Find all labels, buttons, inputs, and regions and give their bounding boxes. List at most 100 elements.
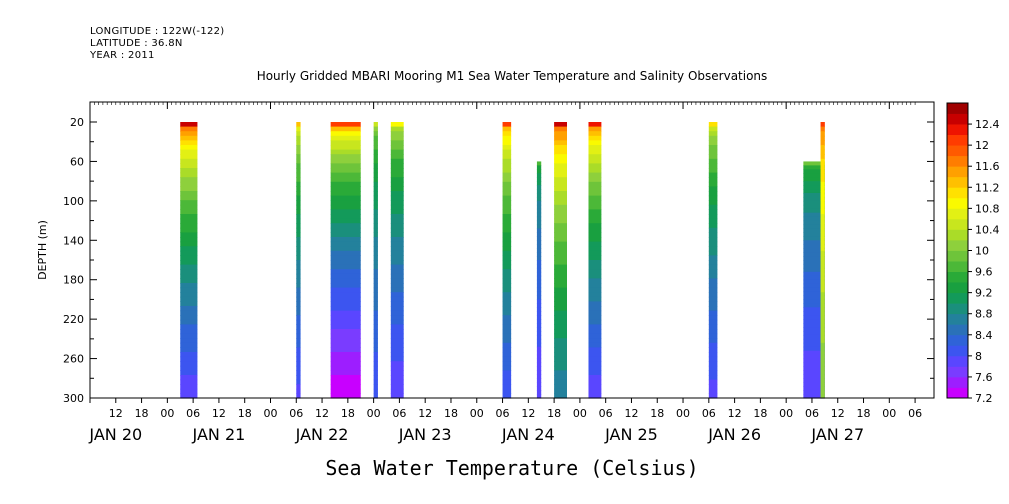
column-band [554,306,567,312]
column-band [536,216,542,222]
column-band [373,329,378,335]
x-hour-label: 18 [444,407,458,420]
column-band [296,122,301,128]
column-band [373,379,378,385]
column-band [180,195,198,201]
column-band [502,310,512,316]
column-band [502,186,512,192]
column-band [708,168,718,174]
column-band [180,209,198,215]
column-band [180,172,198,178]
column-band [554,361,567,367]
column-band [820,278,825,284]
column-band [296,361,301,367]
column-band [373,356,378,362]
column-band [536,244,542,249]
column-band [180,310,198,316]
colorbar-swatch [947,366,968,378]
column-band [373,361,378,367]
column-band [554,223,567,229]
column-band [708,250,718,256]
column-band [536,358,542,364]
column-band [296,241,301,247]
colorbar-swatch [947,376,968,388]
column-band [803,390,825,395]
column-band [803,216,825,222]
column-band [820,365,825,371]
column-band [390,250,404,256]
column-band [390,333,404,339]
column-band [708,177,718,183]
x-day-label: JAN 25 [604,425,658,444]
column-band [296,310,301,316]
column-band [803,307,825,312]
column-band [373,393,378,399]
column-band [296,301,301,307]
column-band [180,145,198,151]
column-band [588,191,602,197]
column-band [180,149,198,155]
column-band [803,362,825,368]
column-band [554,333,567,339]
column-band [180,324,198,330]
colorbar-swatch [947,261,968,272]
column-band [588,352,602,358]
column-band [708,319,718,325]
column-band [820,361,825,367]
column-band [708,361,718,367]
column-band [180,186,198,192]
column-band [588,379,602,385]
column-band [373,250,378,256]
column-band [330,181,361,187]
column-band [554,195,567,201]
column-band [502,209,512,215]
column-band [820,195,825,201]
column-band [803,185,825,190]
column-band [803,291,825,297]
column-band [330,209,361,215]
column-band [820,237,825,243]
column-band [536,263,542,269]
column-band [330,347,361,353]
column-band [373,168,378,174]
column-band [588,283,602,289]
column-band [373,181,378,187]
x-hour-label: 12 [831,407,845,420]
x-hour-label: 12 [315,407,329,420]
column-band [708,352,718,358]
column-band [373,296,378,302]
column-band [554,140,567,146]
column-band [708,149,718,155]
colorbar-swatch [947,155,968,167]
column-band [554,186,567,192]
column-band [373,191,378,197]
column-band [820,172,825,178]
column-band [708,365,718,371]
column-band [390,122,404,128]
column-band [373,195,378,201]
column-band [554,273,567,279]
column-band [554,342,567,348]
column-band [502,227,512,233]
column-band [536,200,542,206]
column-band [803,394,825,399]
column-band [330,204,361,210]
column-band [502,301,512,307]
column-band [390,227,404,233]
column-band [803,279,825,285]
column-band [708,379,718,385]
column-band [296,319,301,325]
column-band [820,296,825,302]
colorbar-swatch [947,345,968,357]
column-band [390,186,404,192]
data-column [588,122,602,399]
column-band [708,292,718,298]
column-band [330,352,361,358]
column-band [296,375,301,381]
column-band [536,338,542,344]
column-band [502,149,512,155]
column-band [588,140,602,146]
column-band [296,292,301,298]
column-band [180,214,198,220]
x-hour-label: 18 [650,407,664,420]
